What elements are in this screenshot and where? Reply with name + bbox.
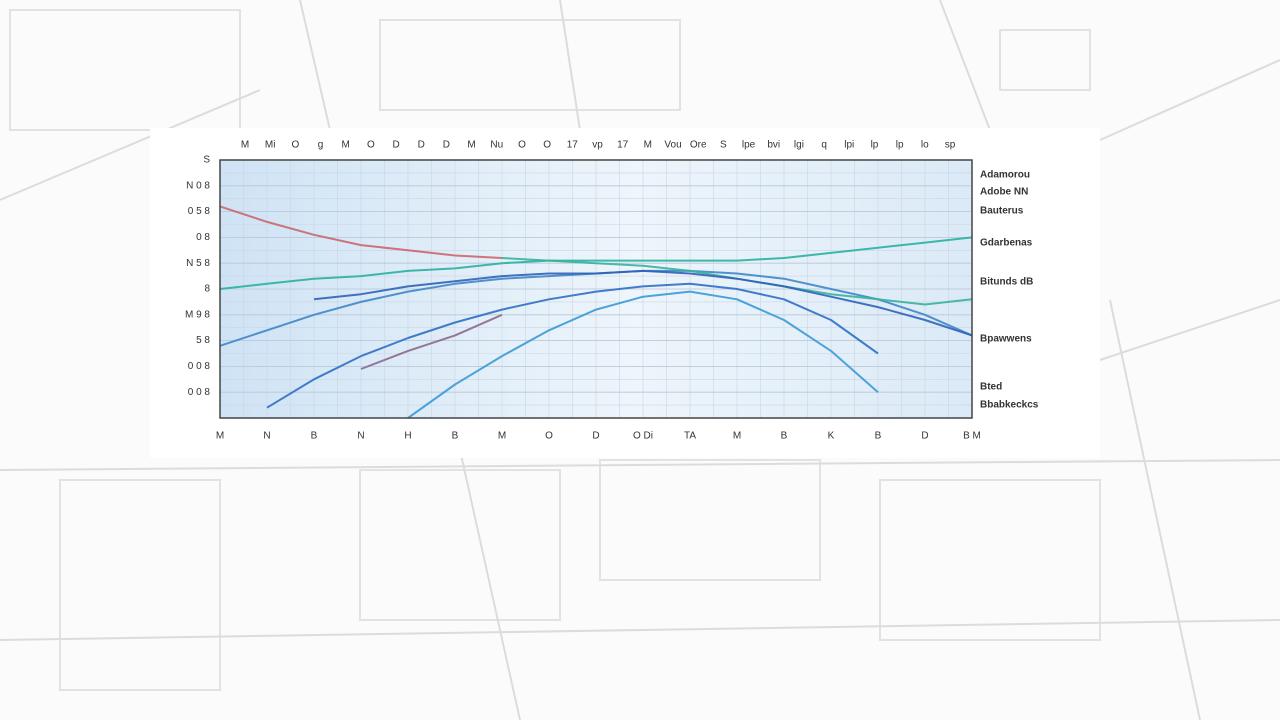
top-label: lpe — [742, 140, 756, 151]
x-tick-label: D — [921, 431, 928, 442]
legend-entry: Bbabkeckcs — [980, 400, 1039, 411]
top-label: M — [644, 140, 652, 151]
top-label: Vou — [664, 140, 681, 151]
y-tick-label: 5 8 — [196, 335, 210, 346]
legend-entry: Gdarbenas — [980, 238, 1033, 249]
top-label: Ore — [690, 140, 707, 151]
top-label: D — [392, 140, 399, 151]
series-line — [219, 236, 973, 290]
x-tick-label: N — [263, 431, 270, 442]
top-label: M — [241, 140, 249, 151]
top-label: O — [367, 140, 375, 151]
x-tick-label: B — [875, 431, 882, 442]
top-label: M — [342, 140, 350, 151]
top-label: lgi — [794, 140, 804, 151]
y-tick-label: 8 — [204, 284, 210, 295]
series-line — [313, 269, 973, 337]
x-tick-label: TA — [684, 431, 696, 442]
x-tick-label: D — [592, 431, 599, 442]
x-tick-label: M — [733, 431, 741, 442]
series-line — [360, 313, 503, 370]
top-label: D — [443, 140, 450, 151]
y-tick-label: 0 0 8 — [188, 361, 211, 372]
top-label: vp — [592, 140, 603, 151]
top-label: O — [543, 140, 551, 151]
x-tick-label: M — [498, 431, 506, 442]
top-label: g — [318, 140, 324, 151]
top-label: lo — [921, 140, 929, 151]
x-tick-label: O Di — [633, 431, 653, 442]
legend-entry: Adamorou — [980, 170, 1030, 181]
top-label: 17 — [617, 140, 629, 151]
y-tick-label: 0 5 8 — [188, 206, 211, 217]
y-tick-label: N 5 8 — [186, 258, 210, 269]
top-label: sp — [945, 140, 956, 151]
x-tick-label: H — [404, 431, 411, 442]
top-label: O — [291, 140, 299, 151]
series-line — [407, 290, 879, 419]
top-label: D — [418, 140, 425, 151]
series-line — [219, 205, 503, 259]
top-label: lp — [896, 140, 904, 151]
top-label: q — [821, 140, 827, 151]
top-label: 17 — [567, 140, 579, 151]
x-tick-label: B — [311, 431, 318, 442]
series-line — [266, 282, 879, 409]
y-tick-label: 0 0 8 — [188, 387, 211, 398]
top-label: M — [467, 140, 475, 151]
y-tick-label: N 0 8 — [186, 180, 210, 191]
x-tick-label: O — [545, 431, 553, 442]
plot-frame — [219, 159, 973, 419]
top-label: O — [518, 140, 526, 151]
top-label: Nu — [490, 140, 503, 151]
legend-entry: Bpawwens — [980, 334, 1032, 345]
x-tick-label: K — [828, 431, 835, 442]
top-label: lpi — [844, 140, 854, 151]
x-tick-label: N — [357, 431, 364, 442]
y-tick-label: M 9 8 — [185, 309, 210, 320]
x-tick-label: M — [216, 431, 224, 442]
y-tick-label: S — [203, 155, 210, 166]
top-label: S — [720, 140, 727, 151]
top-label: lp — [871, 140, 879, 151]
legend-entry: Adobe NN — [980, 187, 1028, 198]
chart-layer: 0 0 8 0 0 8 5 8 M 9 8 8 N 5 8 0 8 0 5 8 N 0 8 S M N… — [185, 140, 1039, 442]
top-label: Mi — [265, 140, 276, 151]
legend-entry: Bauterus — [980, 206, 1024, 217]
x-tick-label: B M — [963, 431, 981, 442]
x-tick-label: B — [781, 431, 788, 442]
legend-entry: Bitunds dB — [980, 277, 1033, 288]
top-label: bvi — [767, 140, 780, 151]
y-tick-label: 0 8 — [196, 232, 210, 243]
legend-entry: Bted — [980, 382, 1002, 393]
x-tick-label: B — [452, 431, 459, 442]
